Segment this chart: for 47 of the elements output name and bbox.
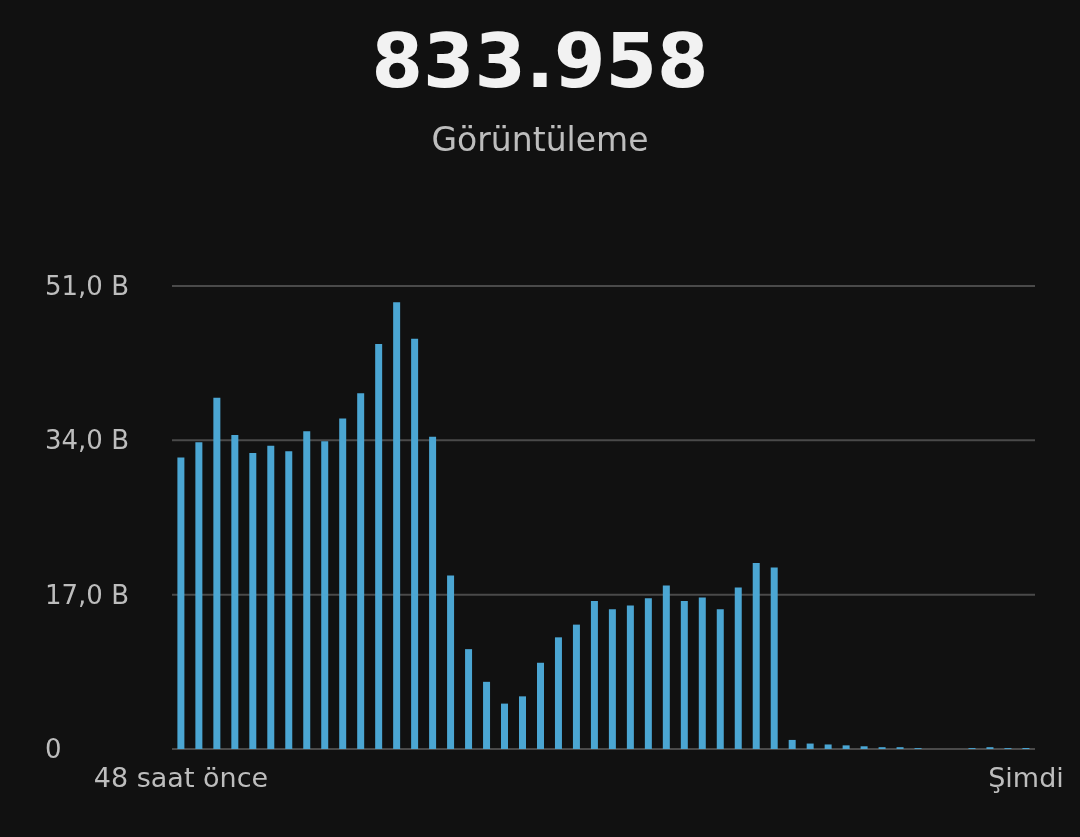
bar	[554, 637, 562, 749]
bar	[626, 605, 634, 749]
bar	[608, 609, 616, 749]
y-tick-label: 0	[45, 734, 62, 764]
y-tick-label: 17,0 B	[45, 579, 129, 610]
chart-subtitle: Görüntüleme	[430, 120, 650, 159]
bar	[357, 393, 365, 749]
bar	[267, 445, 275, 749]
y-tick-label: 34,0 B	[45, 425, 129, 456]
bar	[411, 338, 419, 749]
bar	[536, 662, 544, 749]
bar	[788, 739, 796, 749]
x-tick-label: 48 saat önce	[93, 762, 269, 793]
bar	[249, 453, 257, 749]
bar	[231, 434, 239, 749]
bar	[842, 745, 850, 749]
bar	[465, 649, 473, 749]
bar	[177, 457, 185, 749]
bar	[752, 562, 760, 749]
bar	[824, 744, 832, 749]
bar	[195, 442, 203, 749]
bar	[447, 575, 455, 749]
bar	[662, 585, 670, 749]
x-tick-label: Şimdi	[988, 762, 1064, 793]
bar	[303, 431, 311, 749]
bar	[644, 598, 652, 749]
bar	[483, 681, 491, 749]
bar	[519, 696, 526, 749]
bar	[393, 302, 401, 749]
y-tick-label: 51,0 B	[45, 271, 129, 301]
bar	[339, 418, 347, 749]
bar	[429, 436, 437, 749]
bar	[285, 451, 293, 749]
bar	[213, 397, 221, 749]
bar	[375, 344, 383, 749]
bar	[501, 703, 509, 749]
bar	[590, 601, 598, 749]
bar	[321, 441, 329, 749]
bar	[806, 743, 814, 749]
bar	[860, 746, 868, 749]
bar	[572, 624, 580, 749]
bar	[698, 597, 706, 749]
chart-title: 833.958	[370, 18, 710, 104]
bar	[734, 587, 742, 749]
bar	[716, 609, 724, 749]
bar	[680, 601, 688, 749]
bar	[770, 567, 778, 749]
